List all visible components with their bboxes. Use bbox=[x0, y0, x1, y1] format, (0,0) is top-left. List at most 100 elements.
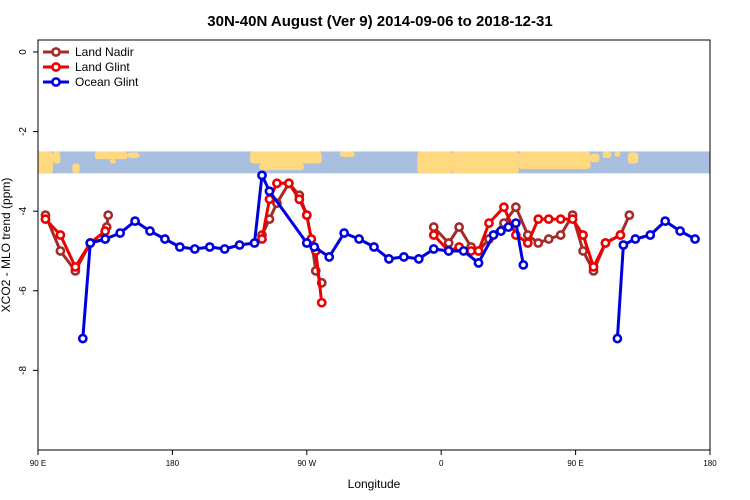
data-point bbox=[543, 234, 554, 244]
data-point bbox=[510, 218, 521, 229]
data-point bbox=[578, 246, 588, 256]
data-point bbox=[160, 234, 170, 244]
x-axis: 90 E 180 90 W 0 90 E 180 bbox=[30, 450, 717, 468]
data-point bbox=[555, 230, 566, 240]
map-land-shape bbox=[627, 152, 639, 164]
x-tick-label: 0 bbox=[439, 459, 444, 468]
data-point bbox=[309, 242, 320, 252]
map-land-shape bbox=[259, 163, 304, 171]
y-tick-label: -4 bbox=[18, 206, 29, 215]
data-point bbox=[615, 230, 626, 240]
map-land-shape bbox=[52, 151, 61, 164]
data-point bbox=[473, 246, 484, 256]
data-point bbox=[55, 246, 66, 256]
plot-frame bbox=[37, 39, 711, 451]
data-point bbox=[473, 258, 484, 268]
data-point bbox=[384, 254, 394, 264]
data-point bbox=[458, 246, 469, 256]
x-axis-label: Longitude bbox=[348, 477, 401, 491]
legend-item: Land Glint bbox=[43, 60, 130, 74]
y-tick-label: -8 bbox=[18, 366, 29, 375]
data-point bbox=[588, 261, 599, 272]
data-point bbox=[510, 202, 521, 213]
map-land-shape bbox=[109, 159, 116, 164]
data-point bbox=[249, 238, 260, 248]
legend-item: Ocean Glint bbox=[43, 75, 139, 89]
data-point bbox=[174, 242, 185, 252]
data-point bbox=[496, 226, 506, 236]
y-tick-label: 0 bbox=[18, 49, 29, 55]
series-land-nadir bbox=[40, 178, 635, 288]
data-point bbox=[145, 226, 155, 236]
x-tick-label: 90 W bbox=[297, 459, 316, 468]
data-point bbox=[555, 214, 566, 225]
data-point bbox=[264, 186, 275, 197]
data-point bbox=[283, 178, 294, 189]
data-point bbox=[660, 216, 671, 227]
map-land-shape bbox=[423, 152, 445, 165]
data-point bbox=[428, 222, 439, 232]
data-point bbox=[503, 222, 514, 232]
data-point bbox=[85, 238, 96, 248]
data-point bbox=[618, 240, 629, 250]
data-point bbox=[234, 240, 245, 250]
data-point bbox=[428, 244, 439, 254]
data-point bbox=[398, 252, 409, 262]
legend-label: Ocean Glint bbox=[75, 75, 139, 89]
data-point bbox=[294, 194, 305, 205]
data-point bbox=[272, 178, 282, 189]
data-point bbox=[454, 222, 465, 232]
data-point bbox=[488, 230, 499, 240]
chart-title: 30N-40N August (Ver 9) 2014-09-06 to 201… bbox=[207, 13, 552, 30]
data-point bbox=[115, 228, 126, 238]
data-point bbox=[103, 210, 114, 221]
data-point bbox=[324, 252, 335, 262]
world-map-strip bbox=[38, 151, 710, 174]
legend-label: Land Nadir bbox=[75, 45, 134, 59]
data-point bbox=[354, 234, 364, 244]
data-point bbox=[578, 230, 588, 240]
data-point bbox=[413, 254, 424, 264]
map-land-shape bbox=[614, 151, 621, 157]
data-point bbox=[428, 230, 439, 240]
x-tick-label: 180 bbox=[703, 459, 717, 468]
map-land-shape bbox=[463, 158, 489, 165]
x-tick-label: 90 E bbox=[30, 459, 46, 468]
data-point bbox=[543, 214, 554, 225]
series-ocean-glint bbox=[77, 170, 700, 344]
y-tick-label: -2 bbox=[18, 127, 29, 136]
data-point bbox=[55, 230, 66, 240]
y-tick-label: -6 bbox=[18, 286, 29, 295]
data-point bbox=[339, 228, 350, 238]
data-point bbox=[130, 216, 140, 227]
data-point bbox=[70, 261, 81, 272]
data-point bbox=[522, 238, 533, 248]
data-point bbox=[484, 218, 494, 229]
data-point bbox=[443, 246, 454, 256]
legend-label: Land Glint bbox=[75, 60, 130, 74]
data-point bbox=[100, 226, 111, 236]
y-axis: 0 -2 -4 -6 -8 bbox=[18, 49, 38, 375]
data-point bbox=[630, 234, 641, 244]
data-point bbox=[645, 230, 656, 240]
series-line bbox=[44, 217, 107, 269]
legend-swatch-marker bbox=[51, 47, 61, 57]
map-land-shape bbox=[590, 153, 600, 163]
data-point bbox=[301, 238, 312, 248]
data-point bbox=[567, 214, 578, 225]
data-point bbox=[100, 234, 111, 244]
data-point bbox=[257, 170, 267, 181]
data-point bbox=[40, 214, 51, 225]
map-land-shape bbox=[94, 151, 128, 160]
map-land-shape bbox=[38, 151, 53, 174]
x-tick-label: 180 bbox=[166, 459, 180, 468]
data-point bbox=[675, 226, 686, 236]
data-point bbox=[690, 234, 700, 244]
data-point bbox=[219, 244, 230, 254]
data-point bbox=[301, 210, 312, 221]
x-tick-label: 90 E bbox=[567, 459, 583, 468]
data-point bbox=[189, 244, 200, 254]
data-point bbox=[443, 238, 454, 248]
